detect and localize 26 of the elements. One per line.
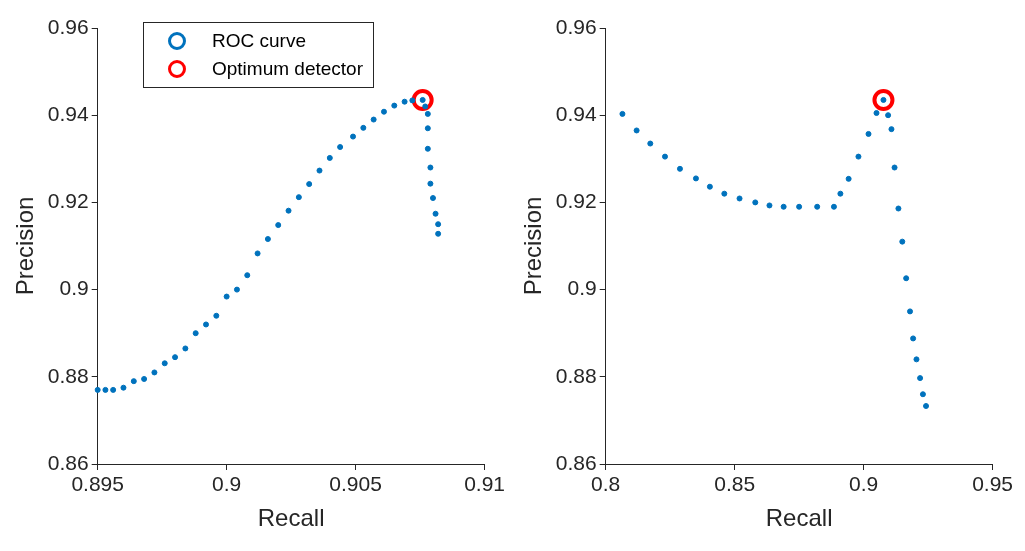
y-tick-label: 0.94 (555, 102, 597, 125)
y-tick-label: 0.88 (47, 363, 89, 387)
x-tick-label: 0.95 (972, 472, 1013, 496)
y-axis-title: Precision (11, 196, 39, 296)
legend-label: Optimum detector (212, 57, 363, 81)
y-tick-label: 0.9 (567, 276, 597, 300)
y-tick-label: 0.86 (555, 450, 597, 474)
y-axis-title: Precision (519, 196, 547, 296)
x-tick-label: 0.8 (591, 472, 621, 496)
legend-label: ROC curve (212, 29, 306, 53)
x-axis-title: Recall (257, 504, 325, 532)
y-tick-label: 0.96 (555, 14, 597, 38)
x-axis-title: Recall (765, 504, 833, 532)
x-tick-label: 0.85 (714, 472, 756, 496)
y-tick-label: 0.86 (47, 450, 89, 474)
y-tick-label: 0.88 (555, 363, 597, 387)
x-tick-label: 0.895 (71, 472, 124, 496)
x-tick-label: 0.91 (464, 472, 505, 496)
y-tick-label: 0.92 (555, 189, 597, 213)
x-tick-label: 0.905 (329, 472, 382, 496)
y-tick-label: 0.94 (47, 102, 89, 125)
y-tick-label: 0.92 (47, 189, 89, 213)
x-tick-label: 0.9 (212, 472, 242, 496)
y-tick-label: 0.96 (47, 14, 89, 38)
x-tick-label: 0.9 (849, 472, 879, 496)
y-tick-label: 0.9 (59, 276, 89, 300)
